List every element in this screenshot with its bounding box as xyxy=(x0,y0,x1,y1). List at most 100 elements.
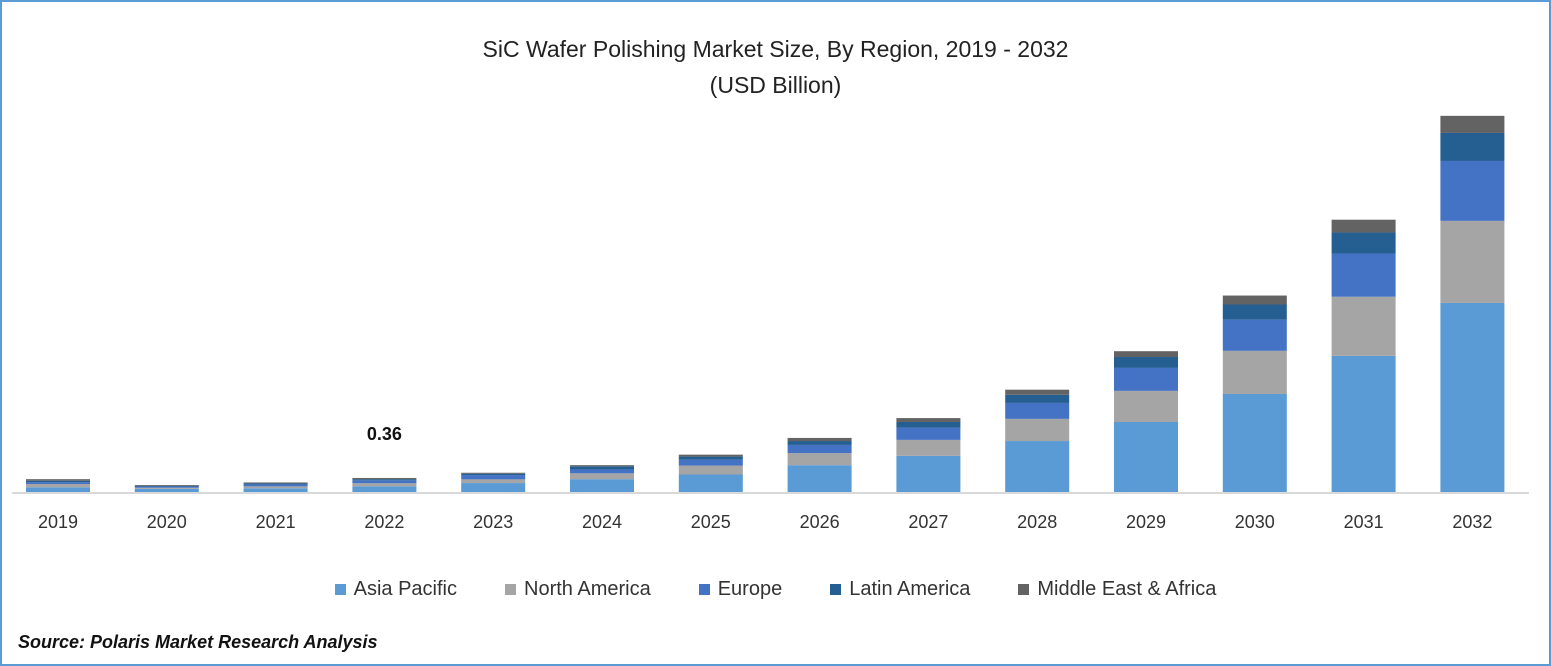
bar-segment-2019-3 xyxy=(26,480,90,483)
bar-segment-2023-4 xyxy=(461,472,526,474)
bar-segment-2021-3 xyxy=(243,483,308,485)
bar-segment-2032-0 xyxy=(1440,302,1505,492)
bar-segment-2020-1 xyxy=(134,487,199,489)
legend-swatch xyxy=(830,584,842,595)
bar-segment-2027-0 xyxy=(896,455,961,492)
bar-segment-2032-1 xyxy=(1440,220,1505,303)
legend-swatch xyxy=(505,584,516,595)
legend-item: Europe xyxy=(698,578,783,601)
legend-item: Asia Pacific xyxy=(334,578,457,601)
x-tick-label: 2019 xyxy=(38,512,78,532)
bar-segment-2022-2 xyxy=(352,480,417,484)
x-tick-label: 2031 xyxy=(1344,512,1384,532)
bar-segment-2021-1 xyxy=(243,486,308,489)
chart-title: SiC Wafer Polishing Market Size, By Regi… xyxy=(482,36,1069,62)
legend-item: North America xyxy=(505,578,651,601)
bar-segment-2030-4 xyxy=(1222,295,1287,305)
x-tick-label: 2023 xyxy=(473,512,513,532)
bar-segment-2029-4 xyxy=(1114,351,1178,358)
legend-swatch xyxy=(334,584,346,595)
bar-segment-2031-4 xyxy=(1331,219,1396,233)
bar-segment-2031-1 xyxy=(1331,296,1396,356)
legend-label: North America xyxy=(524,578,651,600)
legend-swatch xyxy=(698,584,710,595)
bar-segment-2028-2 xyxy=(1005,402,1070,419)
bar-segment-2025-0 xyxy=(678,474,743,492)
bar-segment-2023-2 xyxy=(461,475,526,480)
x-tick-label: 2024 xyxy=(582,512,622,532)
x-tick-label: 2032 xyxy=(1452,512,1492,532)
bar-segment-2032-4 xyxy=(1440,115,1505,133)
bar-segment-2030-1 xyxy=(1222,350,1287,394)
bar-segment-2025-1 xyxy=(678,465,743,475)
bar-segment-2024-1 xyxy=(570,473,634,480)
bar-segment-2020-3 xyxy=(134,485,199,487)
bar-segment-2027-1 xyxy=(896,439,961,456)
legend-label: Middle East & Africa xyxy=(1037,578,1217,600)
bar-segment-2030-3 xyxy=(1222,304,1287,320)
bar-segment-2025-3 xyxy=(678,456,743,460)
bar-segment-2021-2 xyxy=(243,484,308,487)
bar-segment-2026-4 xyxy=(787,437,852,442)
bar-segment-2019-2 xyxy=(26,482,90,485)
x-tick-label: 2021 xyxy=(256,512,296,532)
bar-segment-2024-4 xyxy=(570,465,634,467)
bar-segment-2022-0 xyxy=(352,486,417,492)
legend-item: Latin America xyxy=(830,578,970,601)
bar-segment-2028-1 xyxy=(1005,418,1070,442)
bar-segment-2021-4 xyxy=(243,482,308,484)
legend-label: Latin America xyxy=(849,578,971,600)
bar-segment-2028-4 xyxy=(1005,389,1070,395)
data-label: 0.36 xyxy=(367,424,402,444)
bar-segment-2028-3 xyxy=(1005,394,1070,403)
bar-segment-2030-0 xyxy=(1222,393,1287,492)
bar-segment-2019-4 xyxy=(26,479,90,481)
bar-segment-2030-2 xyxy=(1222,319,1287,351)
x-tick-label: 2026 xyxy=(800,512,840,532)
bar-segment-2027-2 xyxy=(896,427,961,440)
bar-segment-2024-2 xyxy=(570,469,634,474)
bar-segment-2020-0 xyxy=(134,488,199,492)
bar-segment-2026-0 xyxy=(787,465,852,492)
bar-segment-2029-0 xyxy=(1114,421,1178,492)
bar-segment-2028-0 xyxy=(1005,441,1070,492)
bar-segment-2026-2 xyxy=(787,444,852,454)
x-tick-label: 2025 xyxy=(691,512,731,532)
bar-segment-2020-4 xyxy=(134,484,199,486)
bar-segment-2029-1 xyxy=(1114,390,1178,422)
legend: Asia Pacific North America Europe Latin Ame… xyxy=(2,578,1549,601)
bar-segment-2029-2 xyxy=(1114,367,1178,391)
bar-segment-2031-0 xyxy=(1331,355,1396,492)
bar-segment-2025-4 xyxy=(678,454,743,457)
x-tick-label: 2029 xyxy=(1126,512,1166,532)
bar-segment-2021-0 xyxy=(243,488,308,492)
bar-segment-2023-0 xyxy=(461,483,526,492)
bar-segment-2022-3 xyxy=(352,479,417,481)
x-tick-label: 2020 xyxy=(147,512,187,532)
bar-segment-2032-3 xyxy=(1440,132,1505,161)
bar-segment-2023-1 xyxy=(461,479,526,484)
bar-segment-2027-3 xyxy=(896,421,961,428)
source-note: Source: Polaris Market Research Analysis xyxy=(18,632,378,652)
bar-segment-2019-1 xyxy=(26,484,90,488)
bar-segment-2023-3 xyxy=(461,473,526,476)
chart-subtitle: (USD Billion) xyxy=(709,72,842,98)
bar-segment-2026-1 xyxy=(787,453,852,466)
bar-segment-2022-1 xyxy=(352,483,417,487)
legend-label: Europe xyxy=(717,578,783,600)
bar-segment-2031-3 xyxy=(1331,232,1396,254)
x-tick-label: 2022 xyxy=(364,512,404,532)
bar-segment-2027-4 xyxy=(896,418,961,422)
x-tick-label: 2028 xyxy=(1017,512,1057,532)
bar-segment-2022-4 xyxy=(352,477,417,480)
bar-segment-2031-2 xyxy=(1331,253,1396,297)
bar-segment-2029-3 xyxy=(1114,357,1178,368)
bar-segment-2024-3 xyxy=(570,466,634,470)
bar-segment-2020-2 xyxy=(134,486,199,488)
bar-segment-2026-3 xyxy=(787,441,852,445)
legend-label: Asia Pacific xyxy=(353,578,457,600)
bar-segment-2024-0 xyxy=(570,479,634,492)
bar-segment-2025-2 xyxy=(678,459,743,466)
chart-plot: 2019 2020 2021 2022 0.36 2023 2024 2025 2026 2027… xyxy=(12,115,1529,532)
